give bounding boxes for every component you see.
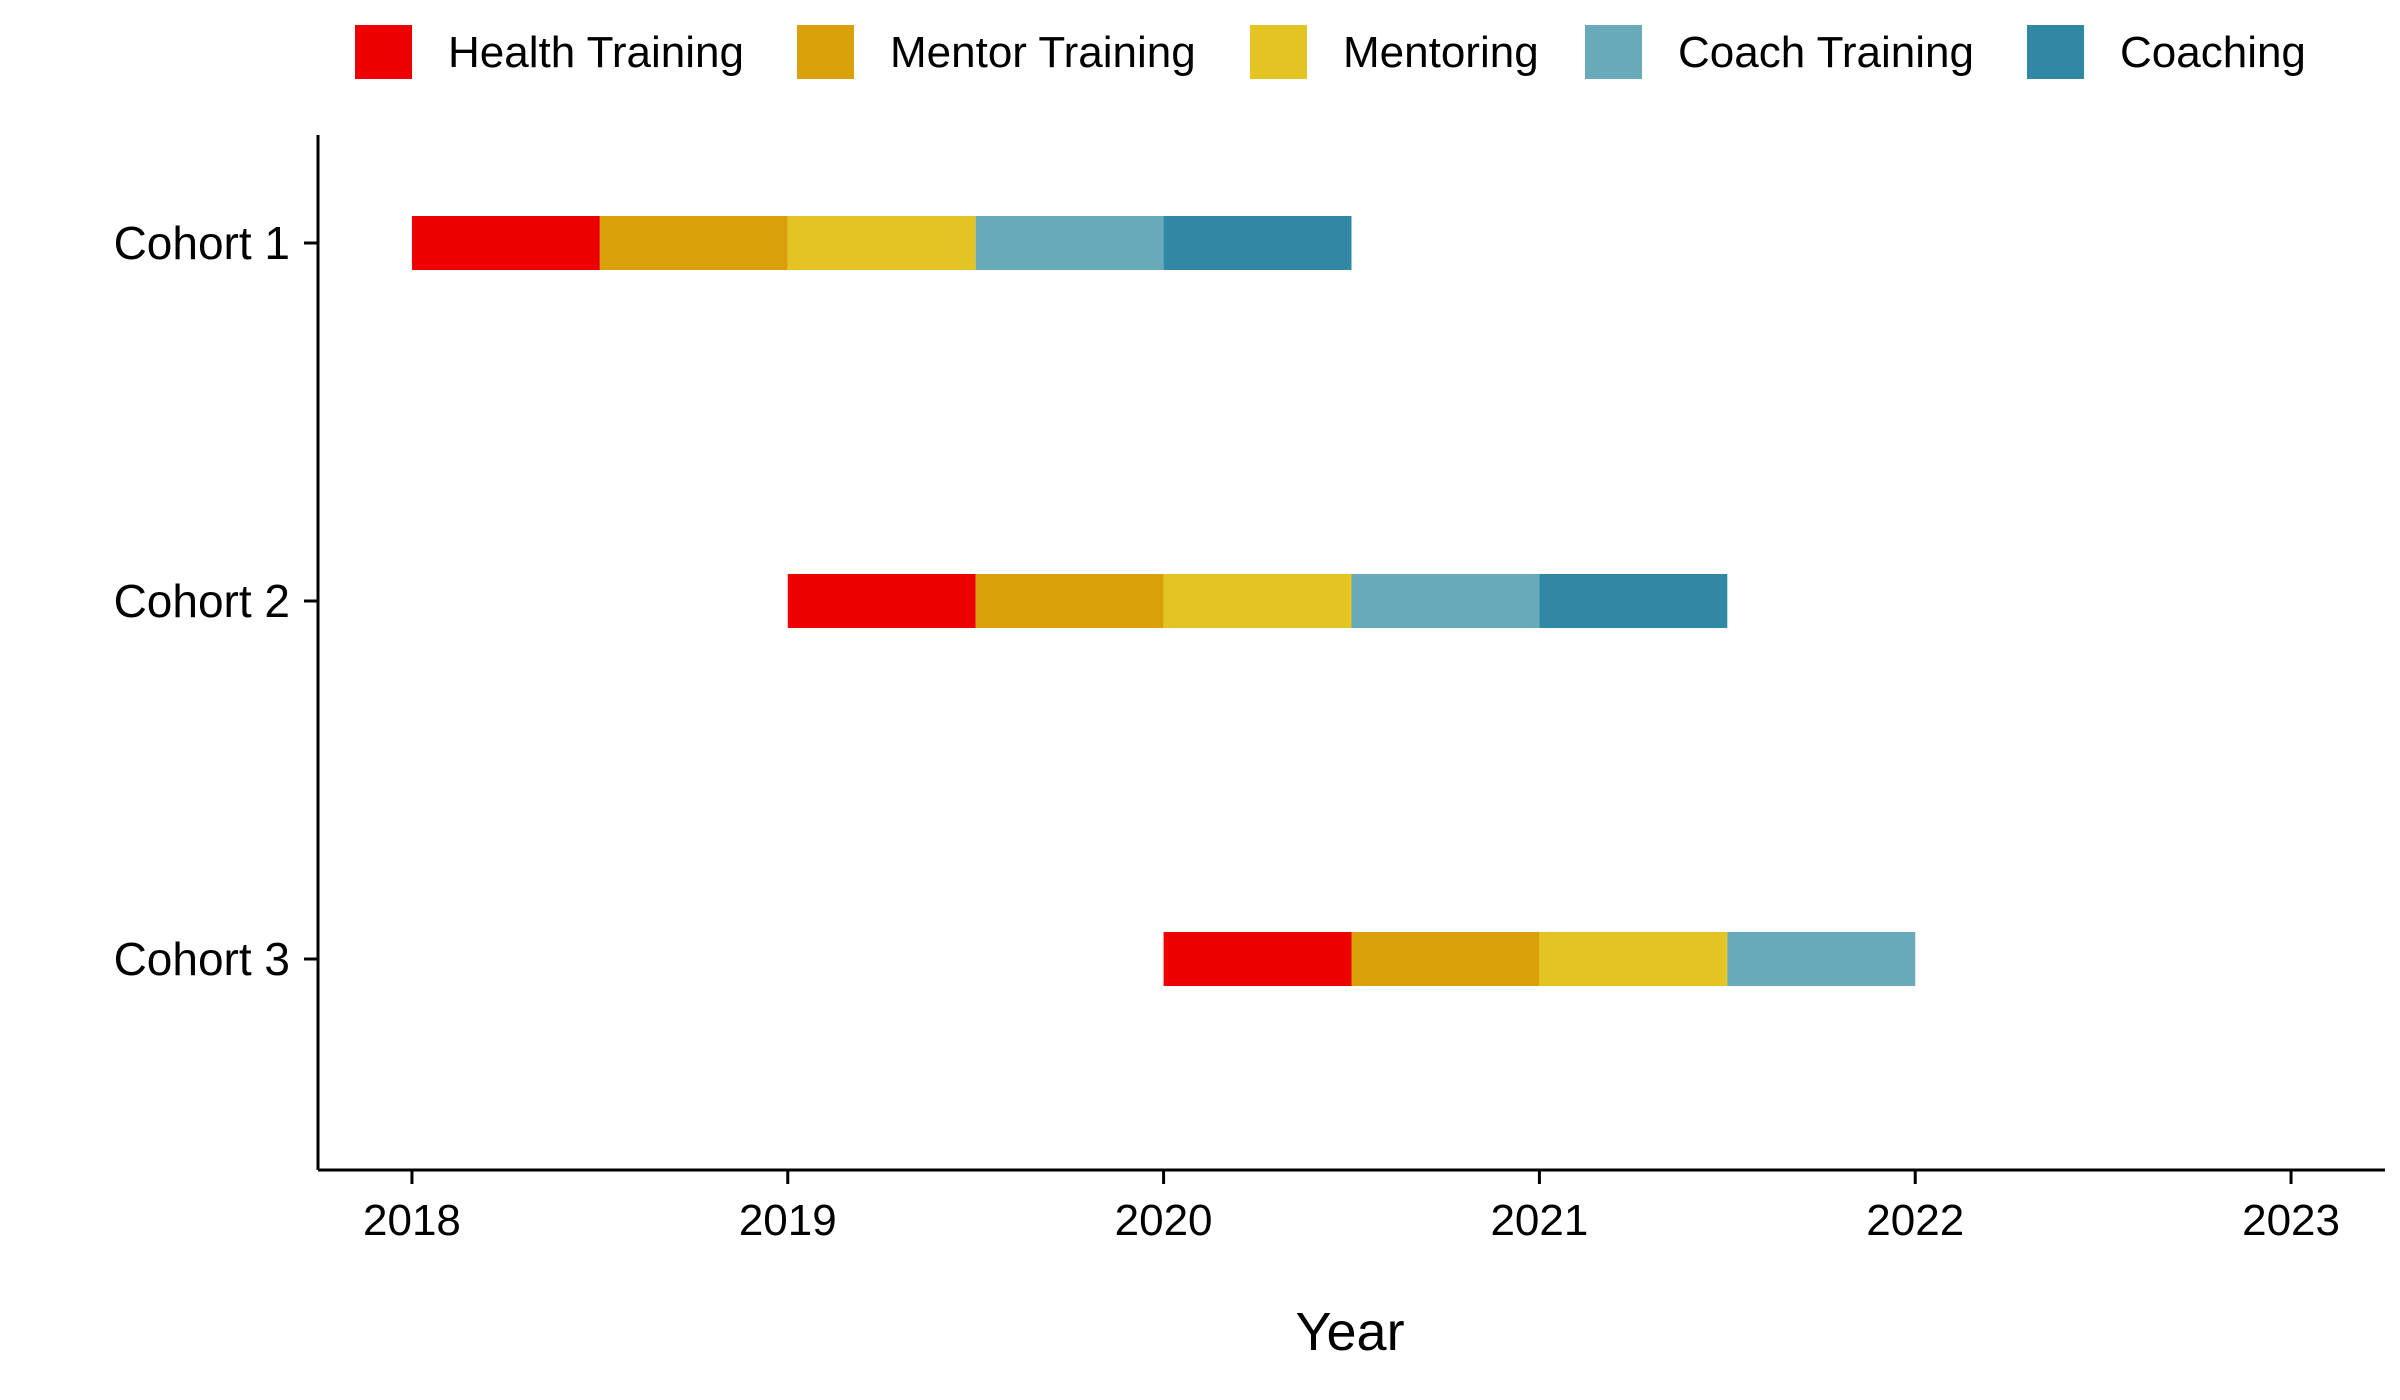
bar-mentoring-cohort-2	[1163, 574, 1352, 628]
bar-mentor-training-cohort-3	[1351, 932, 1540, 986]
bar-coaching-cohort-1	[1163, 216, 1352, 270]
axes: 2018 2019 2020 2021 2022 2023 Cohort 1 Cohort 2…	[114, 135, 2385, 1245]
bars	[411, 216, 1916, 986]
legend-label-mentor-training: Mentor Training	[890, 28, 1196, 77]
bar-coach-training-cohort-3	[1727, 932, 1916, 986]
legend-label-health-training: Health Training	[448, 28, 744, 77]
legend-label-coach-training: Coach Training	[1678, 28, 1974, 77]
bar-health-training-cohort-1	[411, 216, 600, 270]
legend-swatch-coach-training	[1585, 25, 1642, 79]
y-tick-label-cohort-2: Cohort 2	[114, 575, 290, 627]
x-tick-label-2021: 2021	[1490, 1196, 1588, 1245]
x-tick-label-2018: 2018	[363, 1196, 461, 1245]
bar-coach-training-cohort-1	[975, 216, 1164, 270]
x-tick-label-2019: 2019	[739, 1196, 837, 1245]
bar-coach-training-cohort-2	[1351, 574, 1540, 628]
x-axis-title: Year	[1295, 1302, 1404, 1362]
bar-mentoring-cohort-1	[787, 216, 976, 270]
legend-label-coaching: Coaching	[2120, 28, 2306, 77]
legend-swatch-coaching	[2027, 25, 2084, 79]
y-tick-label-cohort-3: Cohort 3	[114, 933, 290, 985]
bar-health-training-cohort-2	[787, 574, 976, 628]
x-tick-label-2023: 2023	[2242, 1196, 2340, 1245]
bar-coaching-cohort-2	[1539, 574, 1728, 628]
bar-mentoring-cohort-3	[1539, 932, 1728, 986]
bar-mentor-training-cohort-2	[975, 574, 1164, 628]
legend: Health Training Mentor Training Mentoring C…	[355, 25, 2306, 79]
bar-mentor-training-cohort-1	[599, 216, 788, 270]
legend-swatch-mentoring	[1250, 25, 1307, 79]
x-tick-label-2022: 2022	[1866, 1196, 1964, 1245]
x-tick-label-2020: 2020	[1115, 1196, 1213, 1245]
legend-label-mentoring: Mentoring	[1343, 28, 1539, 77]
legend-swatch-health-training	[355, 25, 412, 79]
legend-swatch-mentor-training	[797, 25, 854, 79]
bar-health-training-cohort-3	[1163, 932, 1352, 986]
y-tick-label-cohort-1: Cohort 1	[114, 217, 290, 269]
